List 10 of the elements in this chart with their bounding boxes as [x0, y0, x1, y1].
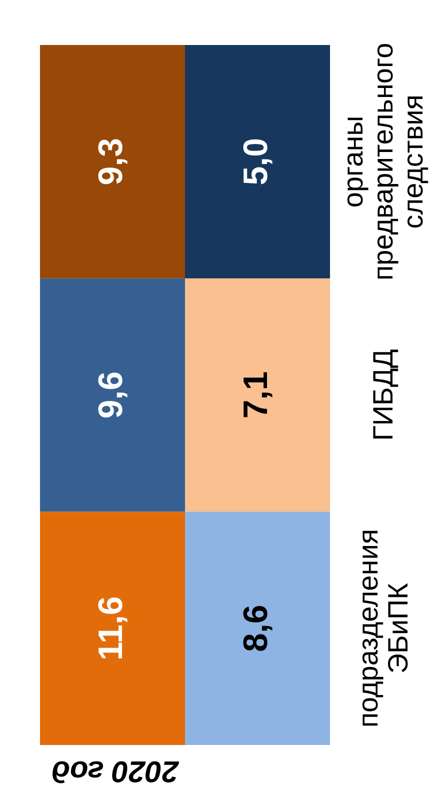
data-label: 5,0: [236, 138, 275, 186]
data-label: 7,1: [236, 371, 275, 419]
data-label: 9,6: [92, 371, 130, 419]
text: 2020 год: [51, 754, 180, 788]
data-label: 8,6: [236, 604, 275, 652]
category-label: подразделения ЭБиПК: [352, 528, 414, 728]
category-label: органы предварительного следствия: [338, 42, 429, 281]
data-label: 9,3: [92, 138, 130, 186]
data-label: 11,6: [92, 596, 130, 660]
category-label: ГИБДД: [368, 349, 399, 441]
